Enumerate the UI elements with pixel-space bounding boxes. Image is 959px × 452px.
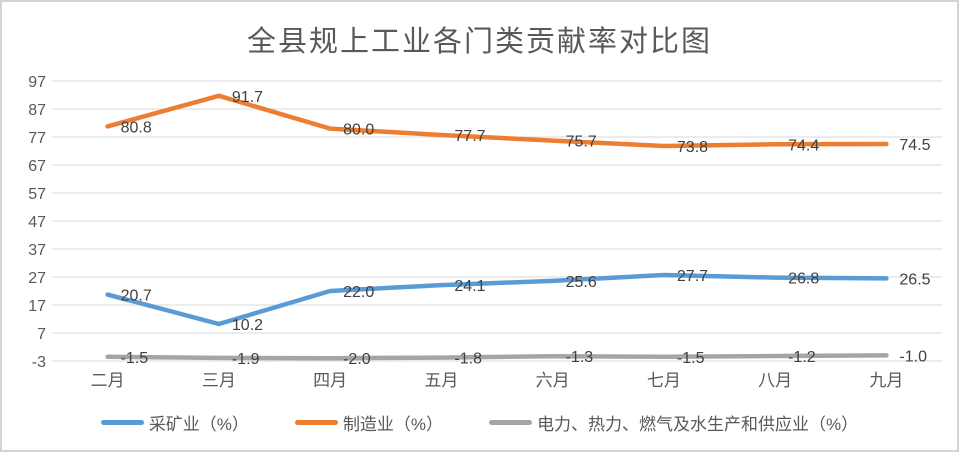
legend-swatch-manufacturing-line-icon: [294, 420, 338, 425]
legend-item-manufacturing: 制造业（%）: [294, 410, 444, 435]
data-label: 26.8: [788, 271, 819, 288]
x-category-label: 三月: [202, 371, 236, 390]
chart-legend: 采矿业（%） 制造业（%） 电力、热力、燃气及水生产和供应业（%）: [2, 410, 957, 435]
y-tick-label: 67: [28, 158, 46, 175]
legend-swatch-mining-line-icon: [100, 420, 144, 425]
data-label: 74.4: [788, 137, 819, 154]
x-category-label: 七月: [647, 371, 681, 390]
data-label: -1.0: [899, 348, 927, 365]
x-category-label: 八月: [758, 371, 792, 390]
y-tick-label: 27: [28, 270, 46, 287]
legend-item-mining: 采矿业（%）: [100, 410, 249, 435]
data-label: -1.5: [121, 350, 149, 367]
y-tick-label: 87: [28, 102, 46, 119]
data-label: 27.7: [677, 268, 708, 285]
data-label: 22.0: [343, 284, 374, 301]
data-label: 75.7: [566, 134, 597, 151]
legend-label-manufacturing: 制造业（%）: [342, 415, 444, 434]
series-line-0: [105, 272, 889, 327]
data-label: 74.5: [899, 137, 930, 154]
chart-title: 全县规上工业各门类贡献率对比图: [246, 26, 712, 58]
series-line-2: [105, 353, 889, 361]
data-label: -1.9: [232, 351, 260, 368]
x-category-label: 五月: [424, 371, 458, 390]
series-line-1: [105, 93, 889, 149]
data-label: 80.0: [343, 122, 374, 139]
data-label: 20.7: [121, 288, 152, 305]
data-label: -1.5: [677, 350, 705, 367]
data-label: 91.7: [232, 89, 263, 106]
data-label: 80.8: [121, 119, 152, 136]
x-category-label: 九月: [869, 371, 903, 390]
data-label: -1.8: [454, 351, 482, 368]
data-label: 77.7: [454, 128, 485, 145]
data-label: -1.3: [566, 349, 594, 366]
data-label: 25.6: [566, 274, 597, 291]
legend-label-mining: 采矿业（%）: [148, 415, 249, 434]
x-category-label: 四月: [313, 371, 347, 390]
data-label: -1.2: [788, 349, 816, 366]
data-label: -2.0: [343, 351, 371, 368]
y-tick-label: 97: [28, 74, 46, 91]
data-label: 26.5: [899, 271, 930, 288]
legend-swatch-utilities-line-icon: [489, 420, 533, 425]
y-tick-label: 7: [37, 326, 46, 343]
legend-item-utilities: 电力、热力、燃气及水生产和供应业（%）: [489, 410, 858, 435]
y-tick-label: 17: [28, 298, 46, 315]
y-tick-label: 57: [28, 186, 46, 203]
legend-label-utilities: 电力、热力、燃气及水生产和供应业（%）: [537, 415, 859, 434]
y-tick-label: 47: [28, 214, 46, 231]
x-category-label: 二月: [91, 371, 125, 390]
data-label: 24.1: [454, 278, 485, 295]
data-label: 10.2: [232, 317, 263, 334]
x-category-label: 六月: [536, 371, 570, 390]
y-tick-label: -3: [32, 354, 46, 371]
y-tick-label: 77: [28, 130, 46, 147]
y-tick-label: 37: [28, 242, 46, 259]
data-label: 73.8: [677, 139, 708, 156]
